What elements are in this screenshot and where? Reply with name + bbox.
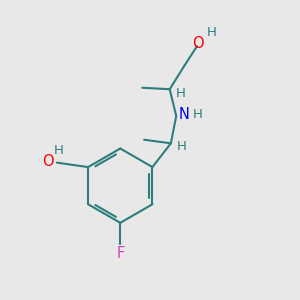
Text: O: O — [192, 36, 204, 51]
Text: O: O — [42, 154, 54, 169]
Text: F: F — [116, 246, 124, 261]
Text: H: H — [176, 87, 185, 100]
Text: H: H — [207, 26, 217, 39]
Text: H: H — [53, 144, 63, 157]
Text: H: H — [176, 140, 186, 153]
Text: N: N — [178, 107, 189, 122]
Text: H: H — [193, 108, 202, 121]
